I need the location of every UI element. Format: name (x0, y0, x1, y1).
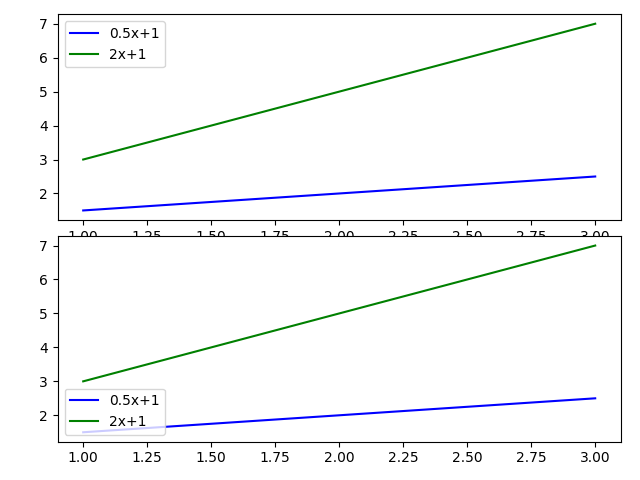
2x+1 (110, 148, 118, 154)
Legend: 0.5x+1, 2x+1: 0.5x+1, 2x+1 (65, 389, 165, 435)
0.5x+1 (100, 206, 108, 212)
0.5x+1 (110, 205, 118, 211)
0.5x+1 (175, 423, 182, 429)
2x+1 (548, 33, 556, 38)
2x+1 (591, 243, 599, 249)
2x+1 (566, 250, 573, 255)
2x+1 (110, 370, 118, 376)
2x+1 (100, 151, 108, 157)
2x+1 (591, 21, 599, 26)
0.5x+1 (79, 207, 87, 213)
2x+1 (100, 373, 108, 379)
0.5x+1 (216, 420, 223, 426)
0.5x+1 (79, 430, 87, 435)
2x+1 (79, 378, 87, 384)
0.5x+1 (566, 397, 573, 403)
2x+1 (548, 254, 556, 260)
2x+1 (216, 342, 223, 348)
0.5x+1 (591, 174, 599, 180)
2x+1 (175, 132, 182, 137)
0.5x+1 (175, 201, 182, 207)
2x+1 (566, 28, 573, 34)
0.5x+1 (216, 199, 223, 204)
0.5x+1 (110, 427, 118, 433)
Line: 0.5x+1: 0.5x+1 (83, 177, 595, 210)
Line: 0.5x+1: 0.5x+1 (83, 398, 595, 432)
2x+1 (216, 120, 223, 126)
2x+1 (79, 156, 87, 162)
0.5x+1 (566, 175, 573, 181)
Line: 2x+1: 2x+1 (83, 246, 595, 381)
0.5x+1 (548, 398, 556, 404)
0.5x+1 (591, 396, 599, 401)
0.5x+1 (548, 177, 556, 182)
2x+1 (175, 353, 182, 359)
Line: 2x+1: 2x+1 (83, 24, 595, 159)
Legend: 0.5x+1, 2x+1: 0.5x+1, 2x+1 (65, 21, 165, 67)
0.5x+1 (100, 428, 108, 434)
